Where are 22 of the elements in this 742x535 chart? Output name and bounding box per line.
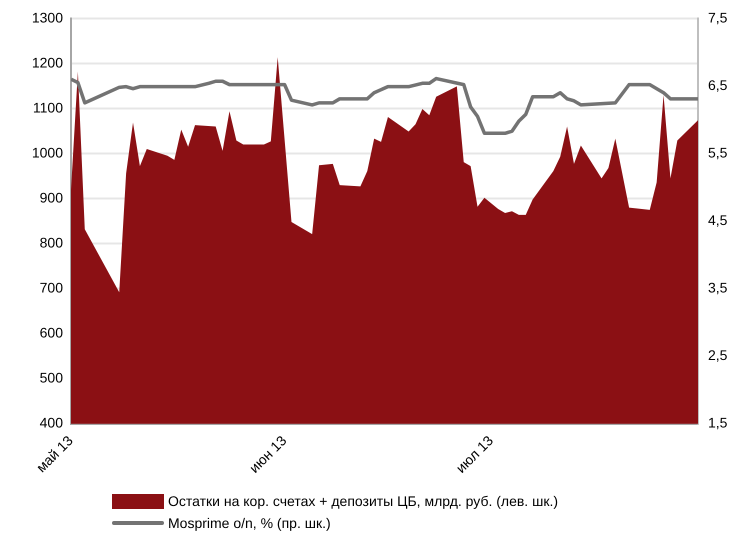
y2-tick-label: 4,5 [708, 212, 728, 228]
y-tick-label: 500 [40, 370, 64, 386]
y-tick-label: 400 [40, 414, 64, 431]
y-tick-label: 1100 [32, 99, 64, 116]
y-tick-label: 900 [40, 189, 64, 206]
y2-tick-label: 6,5 [708, 76, 728, 93]
y-tick-label: 800 [40, 234, 64, 251]
y-tick-label: 1200 [32, 54, 64, 70]
y2-tick-label: 2,5 [708, 347, 728, 364]
y-tick-label: 600 [40, 324, 64, 341]
legend-label: Mosprime o/n, % (пр. шк.) [168, 515, 331, 531]
y2-tick-label: 3,5 [708, 280, 728, 296]
legend-label: Остатки на кор. счетах + депозиты ЦБ, млрд. руб. (лев. шк.) [168, 493, 558, 509]
y-tick-label: 1000 [32, 144, 64, 160]
y-tick-label: 700 [40, 280, 64, 296]
x-tick-label: май 13 [32, 432, 76, 476]
y2-tick-label: 1,5 [708, 414, 728, 431]
y-tick-label: 1300 [32, 9, 64, 26]
x-tick-label: июн 13 [246, 432, 290, 476]
y2-tick-label: 5,5 [708, 144, 728, 160]
x-tick-label: июл 13 [452, 432, 496, 476]
y2-tick-label: 7,5 [708, 9, 728, 26]
